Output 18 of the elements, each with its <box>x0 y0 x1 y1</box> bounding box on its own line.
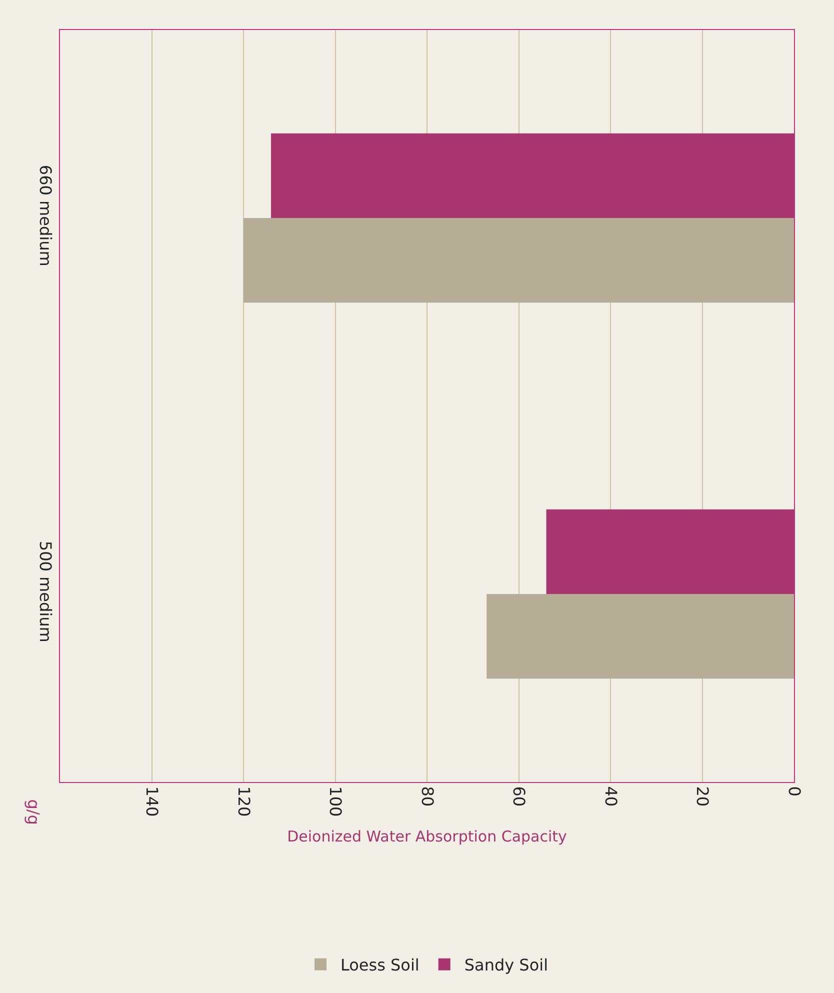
legend-label: Sandy Soil <box>464 956 548 975</box>
y-tick-label: 660 medium <box>36 164 55 266</box>
x-tick-label: 60 <box>510 786 529 807</box>
legend-label: Loess Soil <box>340 956 420 975</box>
x-tick-label: 80 <box>418 786 437 807</box>
x-tick-label: 20 <box>693 786 712 807</box>
bar <box>244 218 794 303</box>
bar <box>271 133 794 218</box>
x-tick-label: 40 <box>601 786 620 807</box>
x-tick-label: 100 <box>326 786 346 817</box>
x-tick-label: 140 <box>142 786 162 817</box>
text: g/g <box>24 799 43 825</box>
bar <box>546 509 794 594</box>
bar <box>486 594 794 679</box>
x-tick-label: 0 <box>784 786 804 796</box>
y-tick-label: 500 medium <box>36 540 55 642</box>
x-tick-label: 120 <box>234 786 254 817</box>
x-axis-title: Deionized Water Absorption Capacity <box>287 828 568 846</box>
